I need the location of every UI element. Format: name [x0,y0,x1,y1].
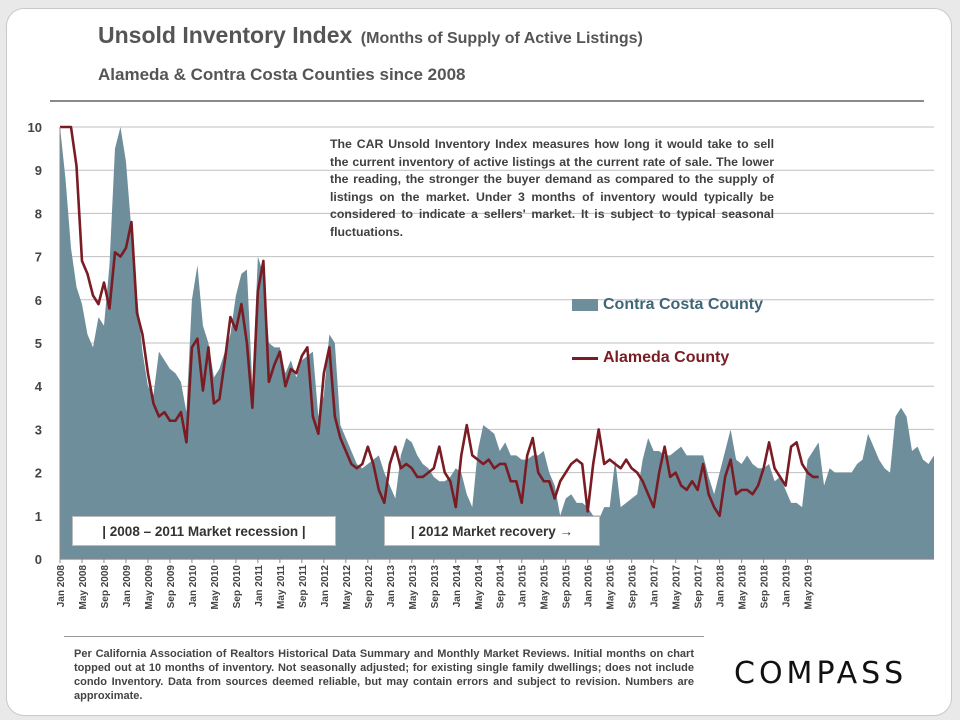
x-tick-label-23: Sep 2015 [562,565,573,609]
series-layer [60,125,934,559]
y-tick-label-9: 9 [35,163,42,178]
legend-item-alameda: Alameda County [572,349,729,367]
x-tick-label-15: Jan 2013 [386,565,397,608]
x-tick-label-14: Sep 2012 [364,565,375,609]
chart-title-suffix: (Months of Supply of Active Listings) [360,30,643,47]
x-tick-label-1: May 2008 [78,565,89,610]
x-tick-label-32: Sep 2018 [760,565,771,609]
x-tick-label-0: Jan 2008 [56,565,67,608]
x-tick-label-13: May 2012 [342,565,353,610]
y-tick-label-5: 5 [35,336,42,351]
x-tick-label-20: Sep 2014 [496,565,507,609]
legend-label-alameda: Alameda County [603,349,730,366]
chart-subtitle: Alameda & Contra Costa Counties since 20… [98,65,466,84]
x-tick-label-6: Jan 2010 [188,565,199,608]
series-line-alameda [60,125,819,518]
x-tick-label-5: Sep 2009 [166,565,177,609]
x-tick-label-7: May 2010 [210,565,221,610]
x-tick-label-11: Sep 2011 [298,565,309,608]
x-tick-label-30: Jan 2018 [716,565,727,608]
x-tick-label-33: Jan 2019 [782,565,793,608]
y-tick-label-6: 6 [35,293,42,308]
x-tick-label-4: May 2009 [144,565,155,610]
explanation-text: The CAR Unsold Inventory Index measures … [330,137,774,239]
x-tick-label-19: May 2014 [474,565,485,610]
y-tick-label-2: 2 [35,466,42,481]
y-tick-label-3: 3 [35,422,42,437]
annotation-recession: | 2008 – 2011 Market recession | [72,516,336,546]
legend-label-contra-costa: Contra Costa County [603,296,763,313]
x-tick-label-3: Jan 2009 [122,565,133,608]
compass-logo: COMPASS [734,656,908,691]
y-tick-label-10: 10 [28,120,42,135]
series-area-contra-costa [60,127,934,559]
x-tick-label-9: Jan 2011 [254,565,265,607]
x-tick-label-34: May 2019 [804,565,815,610]
x-tick-label-17: Sep 2013 [430,565,441,609]
y-tick-label-8: 8 [35,206,42,221]
header-divider [50,100,924,102]
x-tick-label-27: Jan 2017 [650,565,661,608]
x-tick-label-22: May 2015 [540,565,551,610]
annotation-recovery: | 2012 Market recovery → [384,516,600,546]
x-tick-label-16: May 2013 [408,565,419,610]
x-tick-label-21: Jan 2015 [518,565,529,608]
axes: 0 1 2 3 4 5 6 7 8 9 10 Jan 2008 May 2008 Sep 2008 Jan … [28,120,934,609]
chart-title-main: Unsold Inventory Index [98,22,353,48]
x-tick-label-8: Sep 2010 [232,565,243,609]
x-tick-label-10: May 2011 [276,565,287,609]
x-tick-label-24: Jan 2016 [584,565,595,608]
footnote-divider [64,636,704,637]
y-tick-label-7: 7 [35,250,42,265]
x-tick-label-18: Jan 2014 [452,565,463,608]
chart-title: Unsold Inventory Index (Months of Supply… [98,22,643,49]
x-tick-label-26: Sep 2016 [628,565,639,609]
x-tick-label-29: Sep 2017 [694,565,705,609]
x-tick-label-28: May 2017 [672,565,683,610]
y-tick-label-1: 1 [35,509,42,524]
legend-swatch-contra-costa [572,299,598,311]
x-tick-label-2: Sep 2008 [100,565,111,609]
legend-swatch-alameda [572,356,598,360]
y-tick-label-0: 0 [35,552,42,567]
x-tick-label-25: May 2016 [606,565,617,610]
y-tick-label-4: 4 [35,379,43,394]
x-tick-label-31: May 2018 [738,565,749,610]
x-tick-label-12: Jan 2012 [320,565,331,608]
footnote: Per California Association of Realtors H… [74,648,694,702]
legend-item-contra-costa: Contra Costa County [572,296,763,314]
